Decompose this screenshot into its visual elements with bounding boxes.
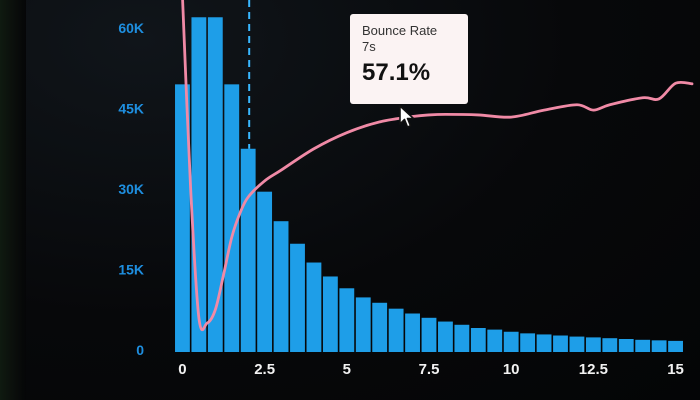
histogram-bar <box>322 276 338 352</box>
mouse-pointer-icon <box>399 105 415 128</box>
histogram-bar <box>454 324 470 352</box>
histogram-bar <box>388 308 404 352</box>
histogram-bar <box>520 333 536 352</box>
histogram-bar <box>191 17 207 353</box>
x-tick-label-2: 5 <box>343 361 351 378</box>
tooltip-value: 57.1% <box>362 59 431 86</box>
histogram-bar <box>421 317 437 352</box>
chart-tooltip: Bounce Rate 7s 57.1% <box>350 14 468 104</box>
bounce-rate-line-path <box>181 0 694 332</box>
histogram-bar <box>602 338 618 352</box>
x-tick-label-6: 15 <box>667 361 684 378</box>
histogram-bar <box>536 334 552 352</box>
histogram-bar <box>553 335 568 352</box>
histogram-bar <box>618 338 634 352</box>
y-axis: 0 15K 30K 45K 60K <box>118 20 144 358</box>
histogram-bar <box>569 336 585 352</box>
monitor-bezel <box>0 0 26 400</box>
histogram-bar <box>175 84 190 352</box>
histogram-bar <box>240 148 256 352</box>
y-tick-label-0: 0 <box>136 342 144 358</box>
histogram-bar <box>339 288 355 352</box>
histogram-bar <box>290 243 305 352</box>
histogram-bar <box>257 191 273 352</box>
histogram-bar <box>585 337 601 352</box>
y-tick-label-4: 60K <box>118 20 144 36</box>
y-tick-label-3: 45K <box>118 101 144 117</box>
x-tick-label-4: 10 <box>503 361 520 378</box>
histogram-bar <box>635 339 651 352</box>
x-tick-label-5: 12.5 <box>579 361 608 378</box>
histogram-bar <box>207 17 223 353</box>
x-tick-label-3: 7.5 <box>419 361 440 378</box>
histogram-bar <box>438 321 453 352</box>
histogram-bar <box>224 84 240 352</box>
histogram-bar <box>355 297 371 352</box>
histogram-bar <box>372 302 388 352</box>
histogram-bar <box>668 340 683 352</box>
x-tick-label-1: 2.5 <box>254 361 275 378</box>
histogram-bar <box>273 221 289 352</box>
histogram-bar <box>503 331 519 352</box>
histogram-bar <box>306 262 322 352</box>
tooltip-subtitle: 7s <box>362 39 376 54</box>
x-axis: 0 2.5 5 7.5 10 12.5 15 <box>178 361 684 378</box>
tooltip-title: Bounce Rate <box>362 23 438 38</box>
histogram-bar <box>405 313 420 352</box>
histogram-bar <box>470 327 486 352</box>
x-tick-label-0: 0 <box>178 361 186 378</box>
histogram-bar <box>651 340 667 352</box>
histogram-bar <box>487 329 503 352</box>
y-tick-label-2: 30K <box>118 181 144 197</box>
y-tick-label-1: 15K <box>118 262 144 278</box>
bounce-rate-line <box>181 0 694 332</box>
